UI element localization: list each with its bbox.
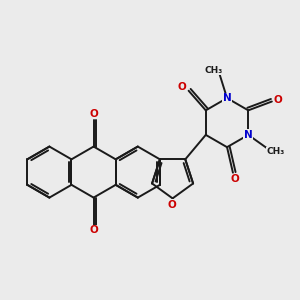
Text: O: O	[274, 95, 283, 105]
Text: N: N	[244, 130, 253, 140]
Text: O: O	[167, 200, 176, 210]
Text: N: N	[223, 93, 231, 103]
Text: CH₃: CH₃	[266, 147, 284, 156]
Text: O: O	[230, 174, 239, 184]
Text: O: O	[178, 82, 187, 92]
Text: CH₃: CH₃	[205, 66, 223, 75]
Text: O: O	[89, 109, 98, 119]
Text: O: O	[89, 226, 98, 236]
